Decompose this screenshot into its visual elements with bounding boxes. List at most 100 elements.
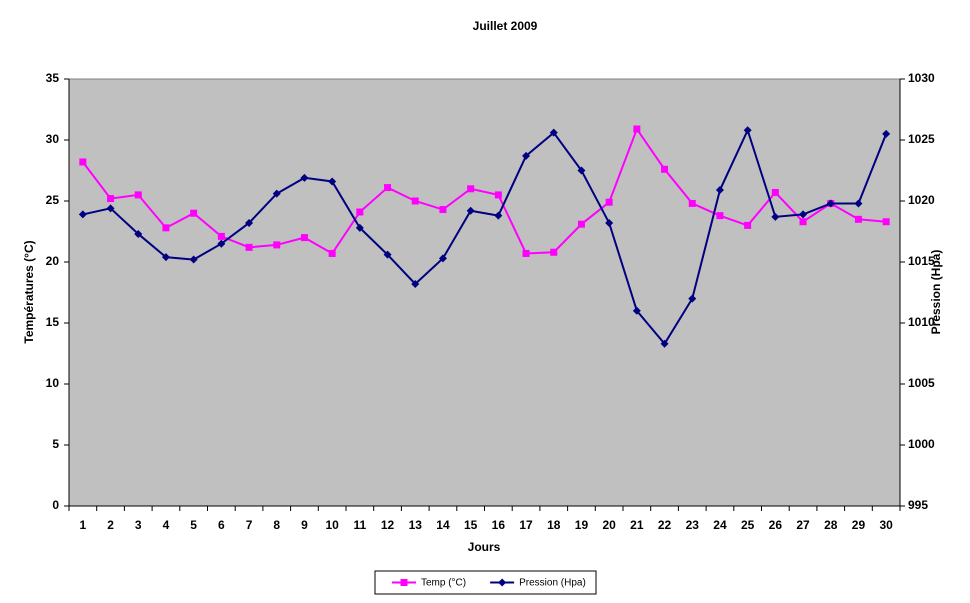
x-tick-label: 6 xyxy=(218,518,225,532)
marker-diamond xyxy=(134,229,143,238)
marker-square xyxy=(107,195,115,203)
marker-square xyxy=(79,158,87,166)
legend: Temp (°C) Pression (Hpa) xyxy=(374,570,597,595)
x-tick-label: 26 xyxy=(769,518,783,532)
y-tick-label: 20 xyxy=(46,254,60,268)
x-tick-label: 28 xyxy=(824,518,838,532)
marker-diamond xyxy=(743,126,752,135)
y2-tick-label: 1025 xyxy=(908,132,935,146)
marker-square xyxy=(633,125,641,133)
marker-diamond xyxy=(272,189,281,198)
marker-square xyxy=(605,198,613,206)
marker-square xyxy=(328,249,336,257)
marker-square xyxy=(356,208,364,216)
marker-square xyxy=(134,191,142,199)
y2-tick-label: 1010 xyxy=(908,315,935,329)
x-tick-label: 24 xyxy=(713,518,727,532)
plot-area xyxy=(68,78,901,507)
marker-square xyxy=(688,199,696,207)
y-tick-label: 10 xyxy=(46,376,60,390)
marker-diamond xyxy=(106,204,115,213)
marker-square xyxy=(400,579,408,586)
marker-diamond xyxy=(189,255,198,264)
marker-diamond xyxy=(660,339,669,348)
x-tick-label: 7 xyxy=(246,518,253,532)
marker-diamond xyxy=(498,578,507,587)
marker-diamond xyxy=(826,199,835,208)
marker-diamond xyxy=(715,186,724,195)
chart-title: Juillet 2009 xyxy=(473,19,538,33)
legend-text: Temp (°C) xyxy=(421,578,466,589)
marker-diamond xyxy=(78,210,87,219)
marker-square xyxy=(273,241,281,249)
marker-square xyxy=(245,243,253,251)
x-tick-label: 27 xyxy=(796,518,810,532)
marker-diamond xyxy=(383,250,392,259)
marker-diamond xyxy=(494,211,503,220)
marker-diamond xyxy=(549,128,558,137)
series-line xyxy=(82,126,887,255)
x-tick-label: 10 xyxy=(325,518,339,532)
x-tick-label: 21 xyxy=(630,518,644,532)
y2-tick-label: 1020 xyxy=(908,193,935,207)
x-tick-label: 29 xyxy=(852,518,866,532)
marker-diamond xyxy=(355,223,364,232)
x-tick-label: 13 xyxy=(409,518,423,532)
marker-square xyxy=(411,197,419,205)
marker-square xyxy=(300,234,308,242)
x-tick-label: 22 xyxy=(658,518,672,532)
y-tick-label: 5 xyxy=(52,437,59,451)
x-tick-label: 1 xyxy=(80,518,87,532)
marker-square xyxy=(854,215,862,223)
series-line xyxy=(82,127,888,346)
x-tick-label: 18 xyxy=(547,518,561,532)
marker-square xyxy=(217,232,225,240)
x-tick-label: 3 xyxy=(135,518,142,532)
marker-square xyxy=(661,165,669,173)
x-axis-title: Jours xyxy=(468,540,501,554)
x-tick-label: 4 xyxy=(163,518,170,532)
x-tick-label: 23 xyxy=(686,518,700,532)
marker-diamond xyxy=(854,199,863,208)
x-tick-label: 2 xyxy=(107,518,114,532)
y2-tick-label: 1030 xyxy=(908,71,935,85)
marker-square xyxy=(467,185,475,193)
marker-square xyxy=(882,218,890,226)
y-tick-label: 25 xyxy=(46,193,60,207)
marker-diamond xyxy=(300,173,309,182)
x-tick-label: 19 xyxy=(575,518,589,532)
y-tick-label: 0 xyxy=(52,498,59,512)
marker-square xyxy=(799,218,807,226)
y2-tick-label: 1000 xyxy=(908,437,935,451)
marker-square xyxy=(716,212,724,220)
y2-tick-label: 1005 xyxy=(908,376,935,390)
y-axis-title: Températures (°C) xyxy=(22,240,36,343)
y2-tick-label: 995 xyxy=(908,498,928,512)
marker-diamond xyxy=(438,254,447,263)
x-tick-label: 15 xyxy=(464,518,478,532)
x-tick-label: 5 xyxy=(190,518,197,532)
x-tick-label: 11 xyxy=(354,518,367,532)
marker-diamond xyxy=(466,206,475,215)
marker-square xyxy=(577,220,585,228)
marker-square xyxy=(550,248,558,256)
marker-diamond xyxy=(217,239,226,248)
marker-diamond xyxy=(605,218,614,227)
legend-box xyxy=(374,570,597,595)
marker-square xyxy=(744,221,752,229)
marker-diamond xyxy=(688,294,697,303)
x-tick-label: 25 xyxy=(741,518,755,532)
marker-diamond xyxy=(771,212,780,221)
x-tick-label: 9 xyxy=(301,518,308,532)
marker-square xyxy=(439,206,447,214)
legend-text: Pression (Hpa) xyxy=(519,578,586,589)
x-tick-label: 17 xyxy=(519,518,533,532)
marker-diamond xyxy=(632,306,641,315)
marker-diamond xyxy=(522,151,531,160)
y-tick-label: 30 xyxy=(46,132,60,146)
marker-square xyxy=(494,191,502,199)
x-tick-label: 20 xyxy=(602,518,616,532)
marker-diamond xyxy=(328,177,337,186)
